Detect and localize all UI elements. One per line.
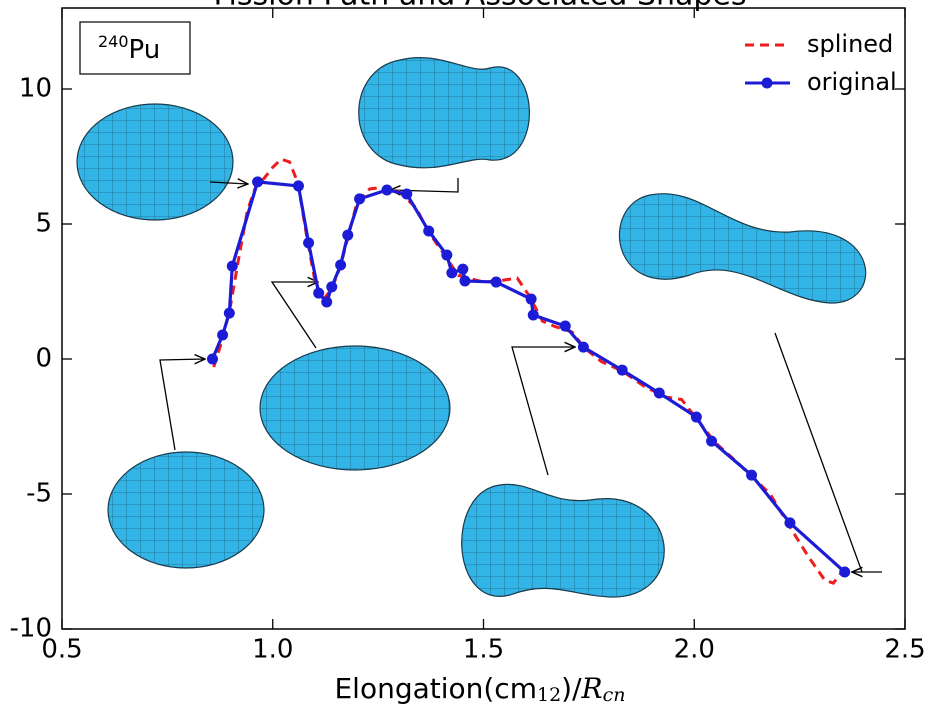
x-axis-label: Elongation(cm12)/Rcn [334,672,625,707]
legend-label: splined [807,30,893,58]
data-point [706,435,718,447]
y-tick-label: 10 [19,74,52,104]
y-tick-label: -10 [10,614,52,644]
arrow [159,359,205,451]
data-point [459,275,471,287]
data-point [616,364,628,376]
data-point [226,260,238,272]
annotation-text: Pu [129,35,161,65]
data-point [401,188,413,200]
x-label-italic-sub: cn [603,684,626,706]
y-tick-label: -5 [26,479,52,509]
data-point [559,320,571,332]
data-point [206,353,218,365]
data-point [653,387,665,399]
data-point [321,296,333,308]
legend-label: original [807,68,897,96]
x-tick-label: 2.0 [674,635,715,665]
arrow [511,347,575,476]
data-point [326,281,338,293]
data-point [577,341,589,353]
shape-illustrations [76,57,882,598]
data-point [292,180,304,192]
data-point [423,225,435,237]
shape-elongated [358,57,530,169]
data-point [690,411,702,423]
shape-ellipsoid [259,345,451,471]
data-point [335,259,347,271]
data-point [223,307,235,319]
annotation-box [79,21,191,75]
data-point [441,249,453,261]
x-label-text: Elongation(cm [334,672,537,705]
arrow [270,282,318,349]
y-tick-label: 0 [35,344,52,374]
shape-peanut [461,483,665,598]
data-point [746,469,758,481]
shape-spheroid [76,103,234,221]
data-point [381,184,393,196]
legend-marker [761,77,773,89]
data-point [784,517,796,529]
annotation-superscript: 240 [98,32,129,51]
arrow [390,178,459,192]
arrow [774,332,882,572]
x-tick-label: 1.0 [252,635,293,665]
shape-ground [107,451,265,569]
x-tick-label: 2.5 [884,635,925,665]
chart-title: Fission Path and Associated Shapes [213,0,746,13]
x-label-italic: R [581,672,603,705]
data-point [303,237,315,249]
x-label-after: )/ [561,672,582,705]
data-point [839,566,851,578]
data-point [313,287,325,299]
x-label-sub: 12 [537,684,561,706]
data-point [490,276,502,288]
data-point [457,263,469,275]
data-point [525,293,537,305]
data-point [446,267,458,279]
shape-necked [618,193,867,304]
x-tick-label: 1.5 [463,635,504,665]
arrow [209,182,248,184]
y-tick-label: 5 [35,209,52,239]
data-point [527,309,539,321]
annotation: 240Pu [98,32,160,65]
data-point [217,329,229,341]
x-tick-label: 0.5 [41,635,82,665]
data-point [342,229,354,241]
data-point [354,193,366,205]
data-point [252,176,264,188]
series-line [211,180,846,574]
